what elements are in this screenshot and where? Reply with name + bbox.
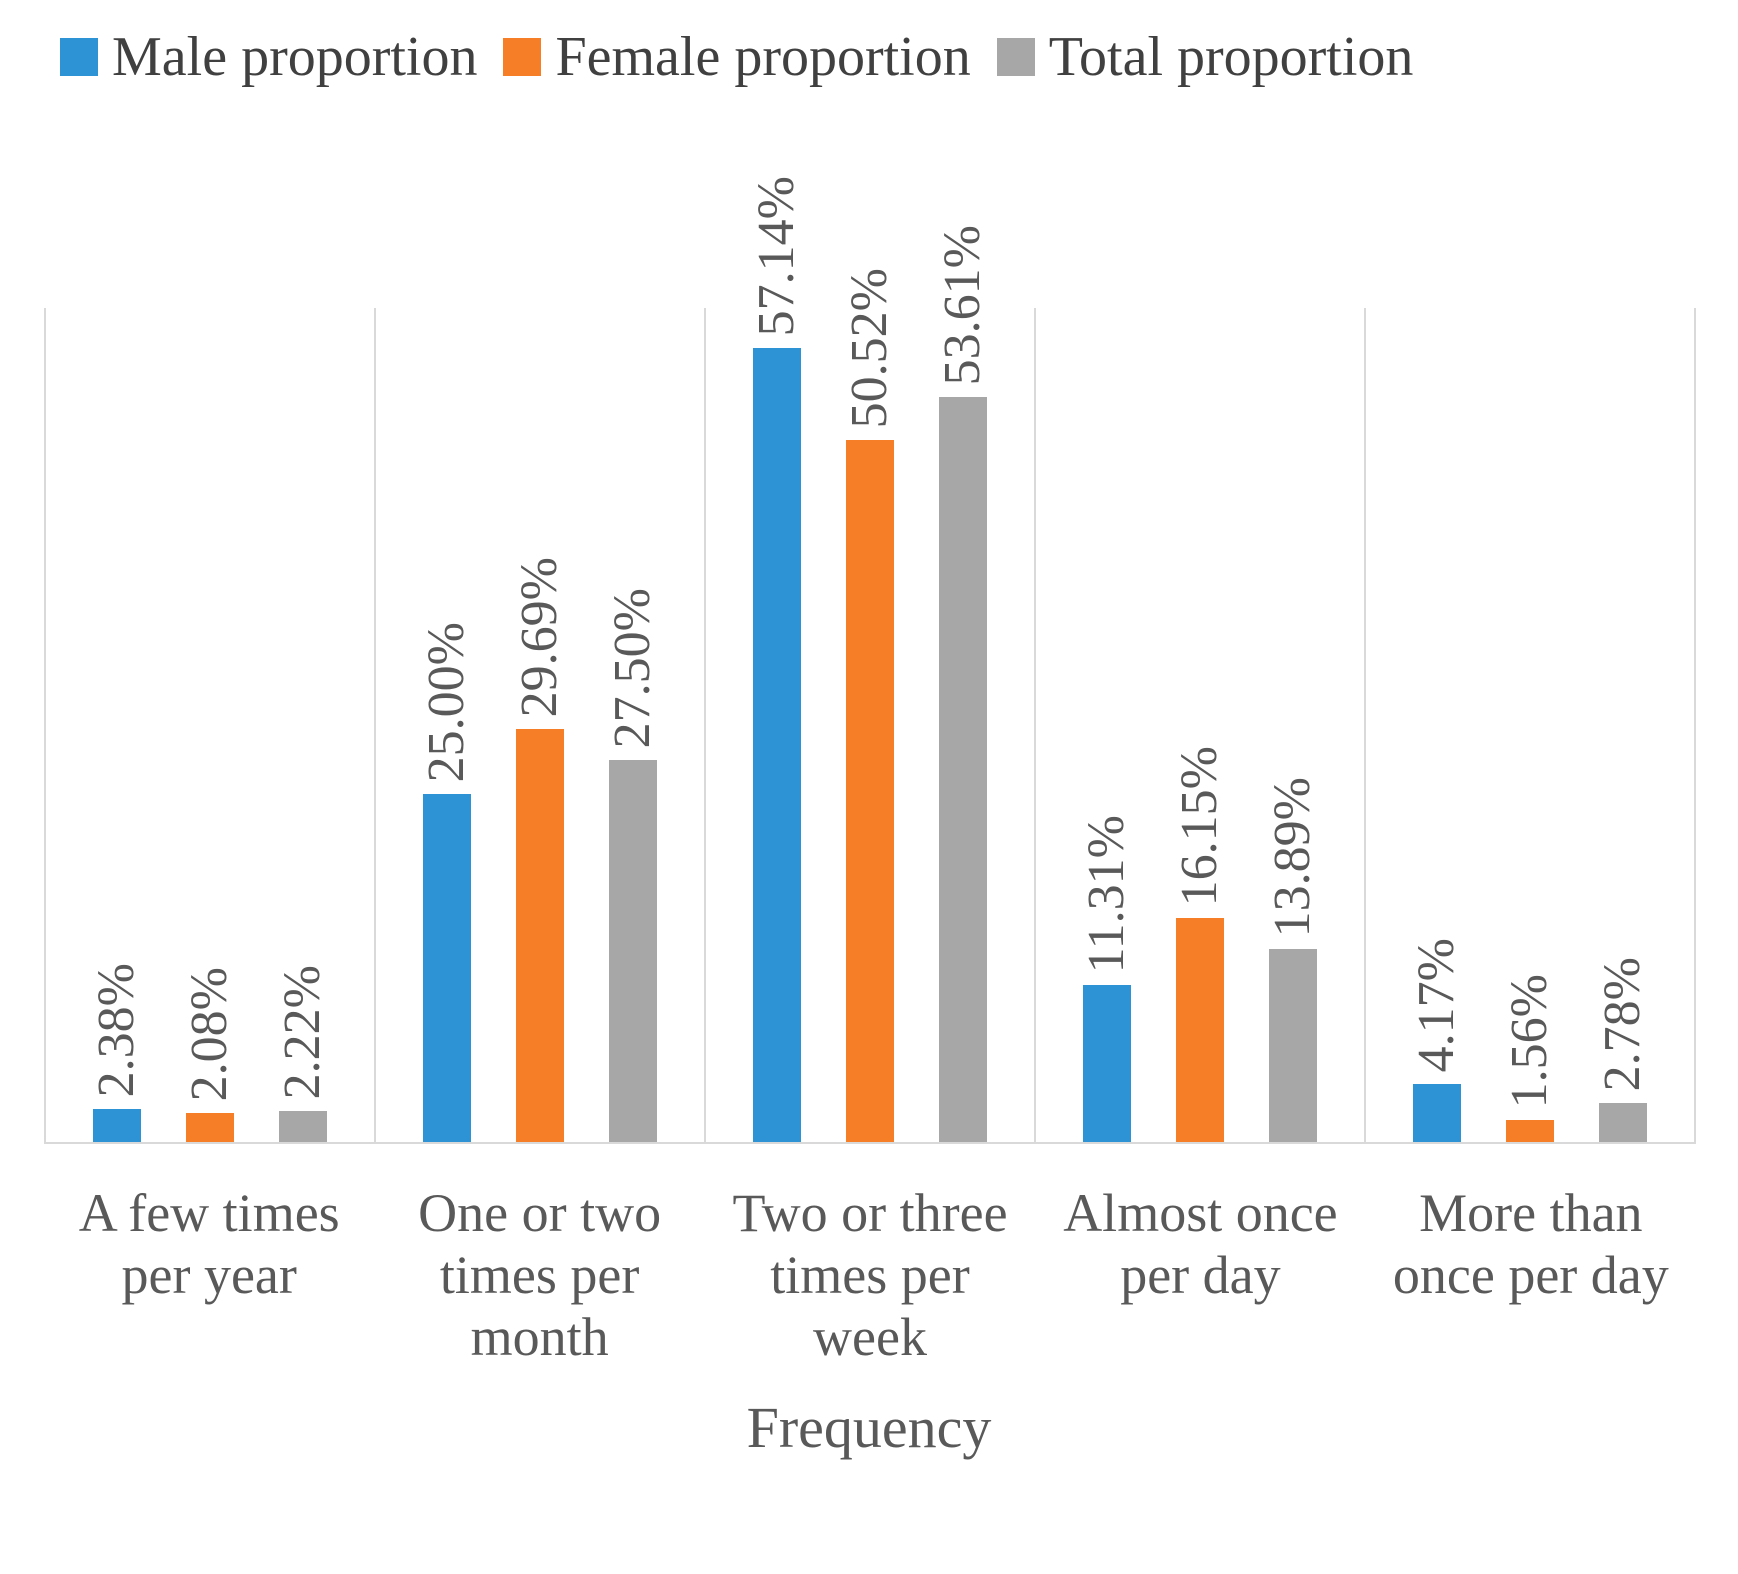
bar-value-label: 2.38% [88, 962, 145, 1097]
bar [1083, 985, 1131, 1142]
bar-cell: 2.38% [88, 962, 145, 1142]
bar-value-label: 57.14% [748, 175, 805, 336]
x-axis-title: Frequency [746, 1395, 992, 1461]
legend-item: Male proportion [60, 25, 477, 89]
legend-swatch-icon [60, 38, 98, 76]
bar-cell: 1.56% [1501, 973, 1558, 1142]
bar-cell: 16.15% [1171, 745, 1228, 1142]
legend-swatch-icon [996, 38, 1035, 76]
bar-value-label: 29.69% [511, 556, 568, 717]
bar [1413, 1084, 1461, 1142]
bar-cell: 2.22% [274, 964, 331, 1142]
bar [279, 1111, 327, 1142]
x-axis-category-labels: A few times per year One or two times per… [44, 1182, 1696, 1368]
bar-cell: 2.78% [1594, 956, 1651, 1142]
bar-value-label: 2.08% [181, 966, 238, 1101]
bar-value-label: 4.17% [1408, 937, 1465, 1072]
category-label: Almost once per day [1063, 1183, 1338, 1306]
bar-value-label: 50.52% [841, 267, 898, 428]
bar-value-label: 2.78% [1594, 956, 1651, 1091]
bar [1506, 1120, 1554, 1142]
bar-cell: 4.17% [1408, 937, 1465, 1142]
category-label: A few times per year [78, 1183, 340, 1306]
bar-cell: 11.31% [1078, 814, 1135, 1142]
bar [93, 1109, 141, 1142]
legend-item: Total proportion [996, 25, 1414, 89]
bar-value-label: 2.22% [274, 964, 331, 1099]
bar [186, 1113, 234, 1142]
bar-group: 2.38% 2.08% 2.22% [44, 308, 374, 1142]
bar [1599, 1103, 1647, 1142]
bar-value-label: 11.31% [1078, 814, 1135, 973]
legend-item: Female proportion [503, 25, 971, 89]
bar-value-label: 1.56% [1501, 973, 1558, 1108]
bar [1269, 949, 1317, 1142]
legend-label: Female proportion [555, 26, 971, 88]
bar [846, 440, 894, 1142]
bar-group: 4.17% 1.56% 2.78% [1364, 308, 1696, 1142]
bar-value-label: 16.15% [1171, 745, 1228, 906]
legend-label: Total proportion [1048, 26, 1414, 88]
category-label: One or two times per month [418, 1183, 662, 1368]
bar-cell: 13.89% [1264, 776, 1321, 1142]
bar-value-label: 53.61% [934, 224, 991, 385]
bar-value-label: 13.89% [1264, 776, 1321, 937]
bar [423, 794, 471, 1142]
bar [1176, 918, 1224, 1142]
bar-value-label: 27.50% [604, 587, 661, 748]
legend-swatch-icon [503, 38, 542, 76]
bar-cell: 53.61% [934, 224, 991, 1142]
bar-cell: 57.14% [748, 175, 805, 1142]
bar-cell: 27.50% [604, 587, 661, 1142]
plot-area: 2.38% 2.08% 2.22% 25.00% 29.69% 27.50% 57.14% 5… [44, 176, 1696, 1144]
bar-group: 11.31% 16.15% 13.89% [1034, 308, 1364, 1142]
chart-legend: Male proportion Female proportion Total pr… [0, 0, 1738, 90]
legend-label: Male proportion [112, 26, 478, 88]
bar-cell: 29.69% [511, 556, 568, 1142]
bar [753, 348, 801, 1142]
category-label: Two or three times per week [732, 1183, 1008, 1368]
bar-cell: 25.00% [418, 621, 475, 1142]
bar [516, 729, 564, 1142]
bar-cell: 50.52% [841, 267, 898, 1142]
bar-cell: 2.08% [181, 966, 238, 1142]
bar-value-label: 25.00% [418, 621, 475, 782]
bar [939, 397, 987, 1142]
bar-group: 25.00% 29.69% 27.50% [374, 308, 704, 1142]
category-label: More than once per day [1392, 1183, 1669, 1306]
bar-group: 57.14% 50.52% 53.61% [704, 176, 1034, 1142]
bar [609, 760, 657, 1142]
